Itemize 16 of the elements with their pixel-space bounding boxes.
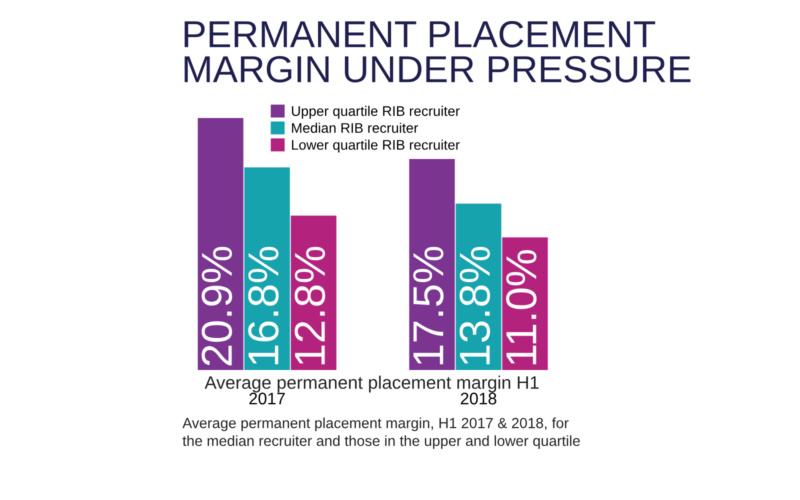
chart-title: PERMANENT PLACEMENT MARGIN UNDER PRESSURE xyxy=(184,20,690,82)
data-label: 20.9% xyxy=(202,246,232,366)
legend-label: Median RIB recruiter xyxy=(292,122,418,133)
text: Average permanent placement margin, H1 2017 & 2018, for the median recruiter and those in the upper and lower quartile xyxy=(182,418,580,449)
legend-label: Lower quartile RIB recruiter xyxy=(292,140,460,153)
data-label: 13.8% xyxy=(460,246,490,364)
data-label: 12.8% xyxy=(294,246,326,364)
x-axis-title: Average permanent placement margin H1 xyxy=(204,376,539,392)
bar xyxy=(409,158,455,370)
x-tick-label: 2017 xyxy=(249,392,285,404)
data-label: 11.0% xyxy=(506,250,537,364)
data-label: 17.5% xyxy=(413,246,444,364)
data-label: 16.8% xyxy=(248,246,279,364)
x-tick-label: 2018 xyxy=(460,392,496,404)
legend-label: Upper quartile RIB recruiter xyxy=(292,106,460,119)
bar xyxy=(198,118,244,370)
